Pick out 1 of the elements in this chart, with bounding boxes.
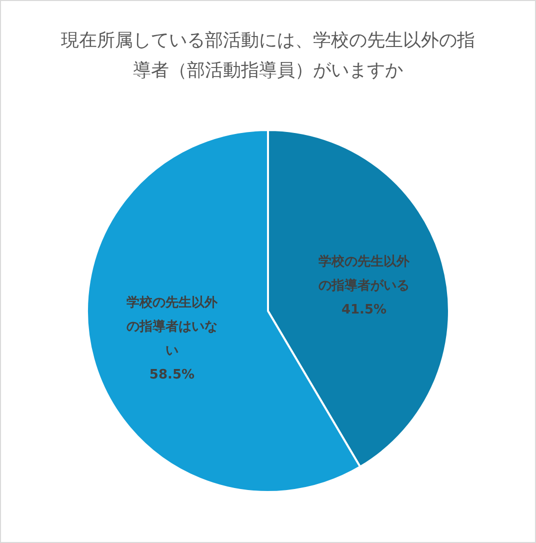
title: 現在所属している部活動には、学校の先生以外の指導者（部活動指導員）がいますか: [61, 30, 475, 81]
